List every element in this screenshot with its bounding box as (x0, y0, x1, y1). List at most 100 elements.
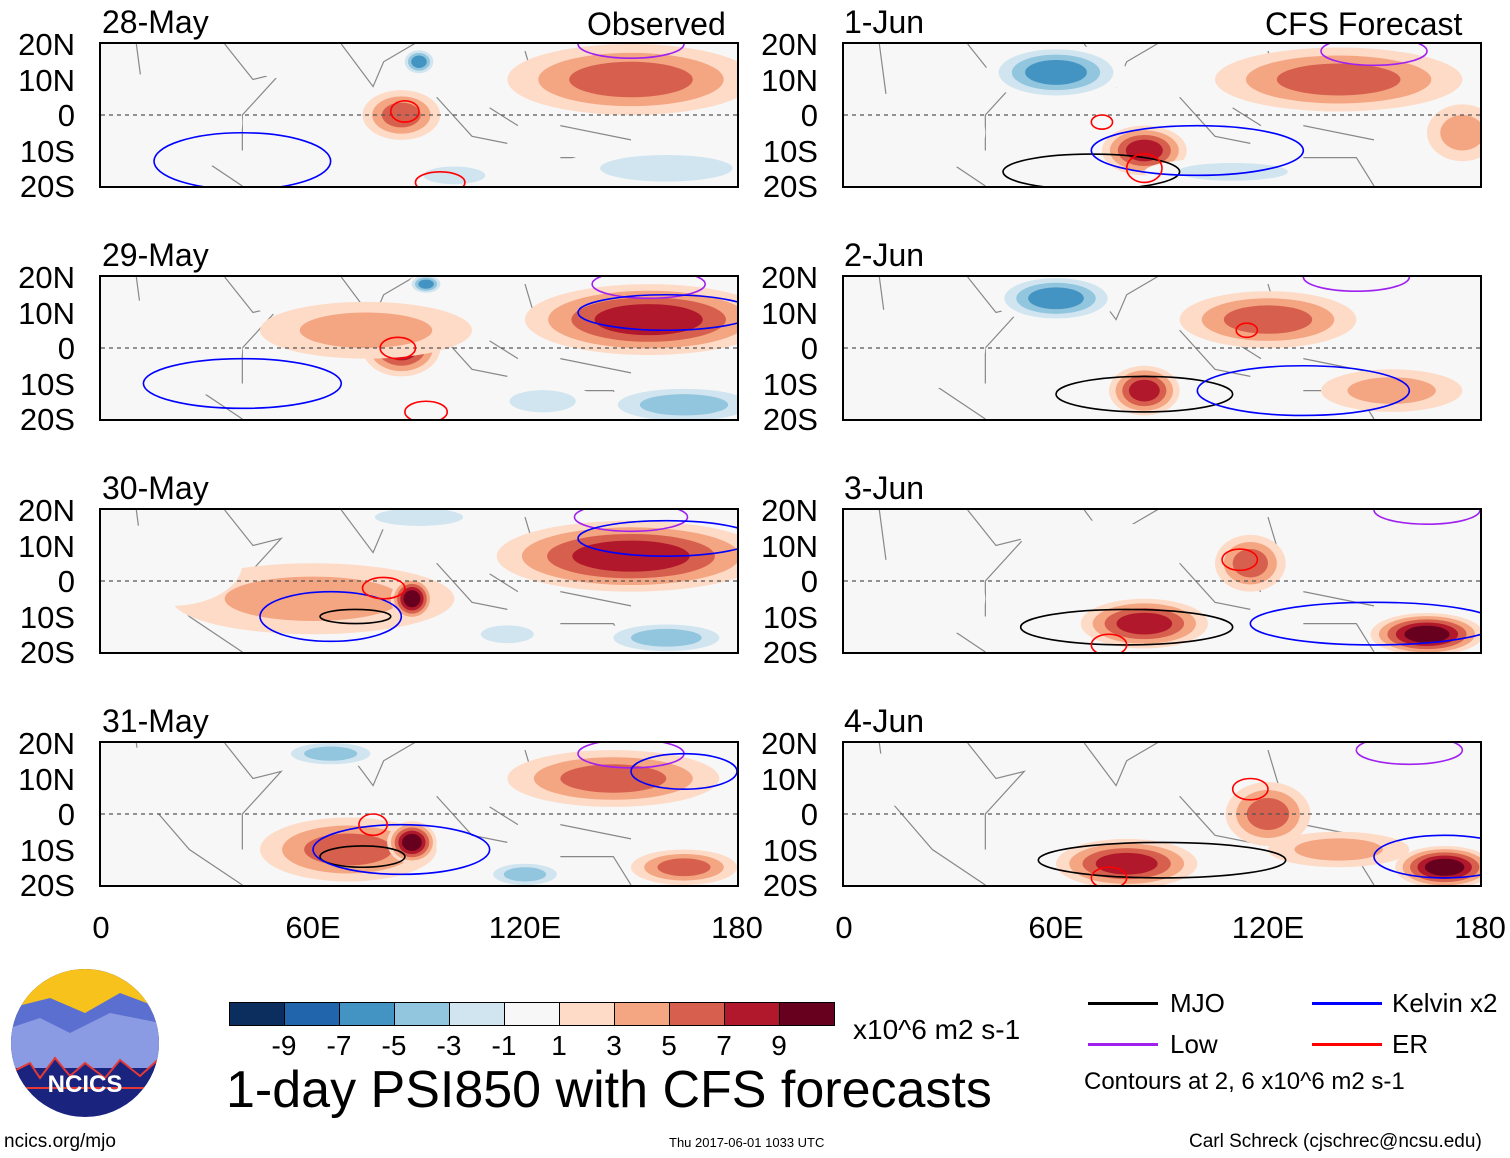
panel-date: 2-Jun (844, 237, 925, 273)
anomaly-region (101, 68, 243, 176)
lat-label: 20N (18, 27, 75, 62)
anomaly-region (569, 61, 693, 98)
observed-header: Observed (587, 6, 726, 42)
anomaly-region (304, 833, 393, 866)
lon-label: 180 (1454, 910, 1506, 945)
footer-author: Carl Schreck (cjschrec@ncsu.edu) (1189, 1131, 1482, 1152)
er-contour (358, 813, 389, 837)
colorbar-swatch (724, 1002, 780, 1026)
lon-label: 0 (92, 910, 110, 945)
logo-text: NCICS (48, 1071, 123, 1098)
colorbar-swatch (614, 1002, 670, 1026)
kelvin-contour (1373, 834, 1480, 879)
colorbar-tick-label: 5 (661, 1030, 677, 1061)
lon-label: 60E (1028, 910, 1084, 945)
panel-date: 28-May (102, 4, 209, 40)
low-contour (1320, 44, 1428, 67)
anomaly-region (1424, 858, 1465, 876)
lat-label: 10S (19, 133, 75, 169)
mjo-contour (319, 608, 392, 625)
lat-label: 10N (18, 295, 75, 331)
legend-er-line (1312, 1043, 1382, 1046)
er-contour (1090, 114, 1114, 130)
lat-label: 20N (761, 493, 818, 528)
legend-kelvin-label: Kelvin x2 (1392, 988, 1498, 1018)
colorbar-swatch (229, 1002, 285, 1026)
panel-date: 29-May (102, 237, 209, 273)
anomaly-region (560, 764, 667, 793)
lat-label: 20N (18, 726, 75, 761)
low-contour (1302, 277, 1411, 292)
map-panel (842, 42, 1482, 188)
colorbar-swatch (504, 1002, 560, 1026)
lat-label: 0 (800, 98, 818, 133)
lat-label: 0 (800, 331, 818, 366)
er-contour (404, 400, 449, 419)
ncics-logo: NCICS (11, 969, 159, 1117)
anomaly-region (402, 833, 422, 851)
kelvin-contour (1196, 364, 1411, 417)
colorbar-swatch (449, 1002, 505, 1026)
low-contour (1355, 743, 1464, 766)
anomaly-region (1128, 379, 1160, 402)
lat-label: 20S (762, 635, 818, 670)
colorbar-tick-label: -7 (326, 1030, 352, 1061)
kelvin-contour (142, 357, 343, 410)
footer-url[interactable]: ncics.org/mjo (4, 1131, 116, 1152)
contour-note: Contours at 2, 6 x10^6 m2 s-1 (1084, 1068, 1405, 1095)
lat-label: 0 (800, 564, 818, 599)
er-contour (389, 99, 420, 123)
anomaly-region (299, 312, 433, 348)
anomaly-region (101, 743, 243, 814)
lat-label: 10N (18, 761, 75, 797)
lat-label: 10N (761, 761, 818, 797)
er-contour (414, 171, 466, 186)
colorbar-tick-label: -3 (436, 1030, 462, 1061)
lat-label: 10S (19, 599, 75, 635)
anomaly-region (572, 540, 690, 572)
kelvin-contour (630, 752, 737, 790)
anomaly-region (403, 590, 421, 608)
colorbar-tick-label: -1 (491, 1030, 517, 1061)
anomaly-region (245, 44, 345, 80)
map-panel (99, 42, 739, 188)
forecast-header: CFS Forecast (1265, 6, 1463, 42)
colorbar-tick-label: 1 (551, 1030, 567, 1061)
anomaly-region (844, 750, 986, 807)
map-panel (842, 508, 1482, 654)
colorbar-swatch (394, 1002, 450, 1026)
anomaly-region (844, 556, 986, 642)
lat-label: 20S (19, 402, 75, 437)
anomaly-region (503, 867, 547, 882)
panel-date: 3-Jun (844, 470, 925, 506)
kelvin-contour (259, 590, 403, 643)
anomaly-region (1404, 625, 1450, 643)
lat-label: 20S (19, 635, 75, 670)
map-panel (99, 508, 739, 654)
lon-label: 120E (488, 910, 562, 945)
lat-label: 20N (761, 27, 818, 62)
panel-date: 30-May (102, 470, 209, 506)
footer-timestamp: Thu 2017-06-01 1033 UTC (669, 1135, 825, 1150)
map-panel (99, 741, 739, 887)
colorbar-tick-label: 9 (771, 1030, 787, 1061)
lon-label: 120E (1231, 910, 1305, 945)
anomaly-region (423, 166, 486, 185)
map-panel (842, 275, 1482, 421)
lat-label: 10N (761, 62, 818, 98)
lat-label: 20S (762, 868, 818, 903)
legend-er-label: ER (1392, 1029, 1429, 1059)
kelvin-contour (1090, 124, 1305, 177)
colorbar-swatch (284, 1002, 340, 1026)
anomaly-region (101, 520, 243, 606)
lat-label: 10N (761, 295, 818, 331)
anomaly-region (1232, 549, 1268, 578)
lat-label: 0 (57, 331, 75, 366)
kelvin-contour (577, 519, 737, 557)
lat-label: 20N (761, 260, 818, 295)
lat-label: 10S (762, 832, 818, 868)
colorbar-swatch (339, 1002, 395, 1026)
colorbar-swatch (779, 1002, 835, 1026)
anomaly-region (1177, 162, 1288, 181)
